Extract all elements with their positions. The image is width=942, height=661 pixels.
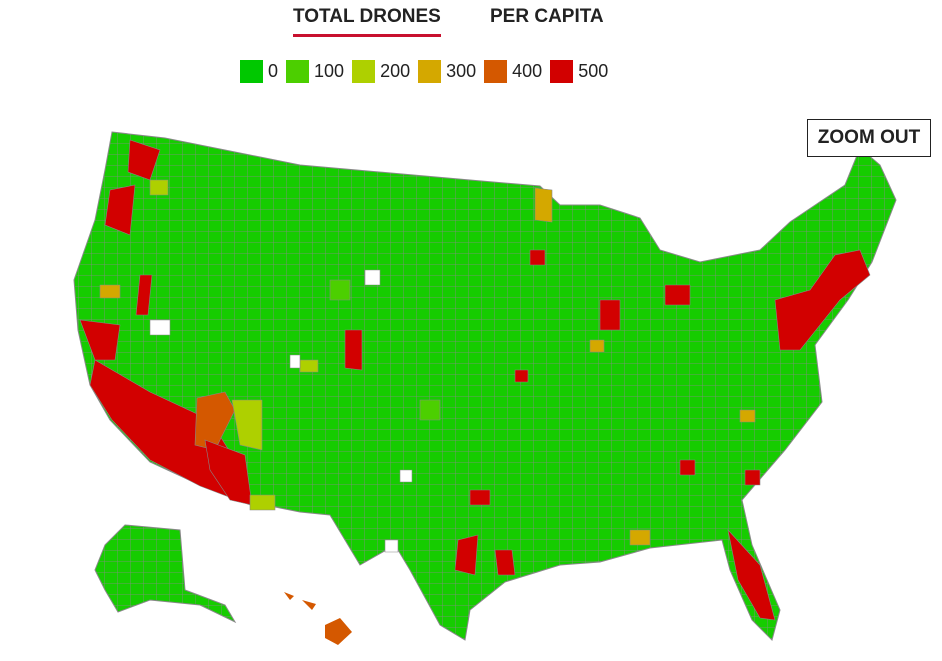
zoom-out-button[interactable]: ZOOM OUT	[807, 119, 931, 157]
legend-item: 500	[550, 60, 608, 83]
legend-label: 100	[314, 61, 345, 81]
county-patches	[79, 139, 871, 621]
legend-swatch	[286, 60, 310, 83]
legend-item: 200	[352, 60, 410, 83]
legend: 0 100 200 300 400 500	[240, 60, 616, 83]
legend-label: 300	[446, 61, 477, 81]
legend-swatch	[240, 60, 263, 83]
legend-label: 200	[380, 61, 411, 81]
legend-label: 500	[578, 61, 609, 81]
legend-item: 0	[240, 60, 278, 83]
legend-swatch	[484, 60, 508, 83]
legend-item: 300	[418, 60, 476, 83]
tab[interactable]: TOTAL DRONES	[293, 6, 441, 37]
tab[interactable]: PER CAPITA	[490, 6, 604, 27]
alaska	[94, 524, 237, 624]
legend-label: 400	[512, 61, 543, 81]
legend-item: 100	[286, 60, 344, 83]
legend-swatch	[418, 60, 442, 83]
us-outline	[73, 131, 897, 641]
legend-item: 400	[484, 60, 542, 83]
legend-label: 0	[268, 61, 279, 81]
hawaii	[284, 592, 352, 645]
legend-swatch	[550, 60, 574, 83]
legend-swatch	[352, 60, 376, 83]
